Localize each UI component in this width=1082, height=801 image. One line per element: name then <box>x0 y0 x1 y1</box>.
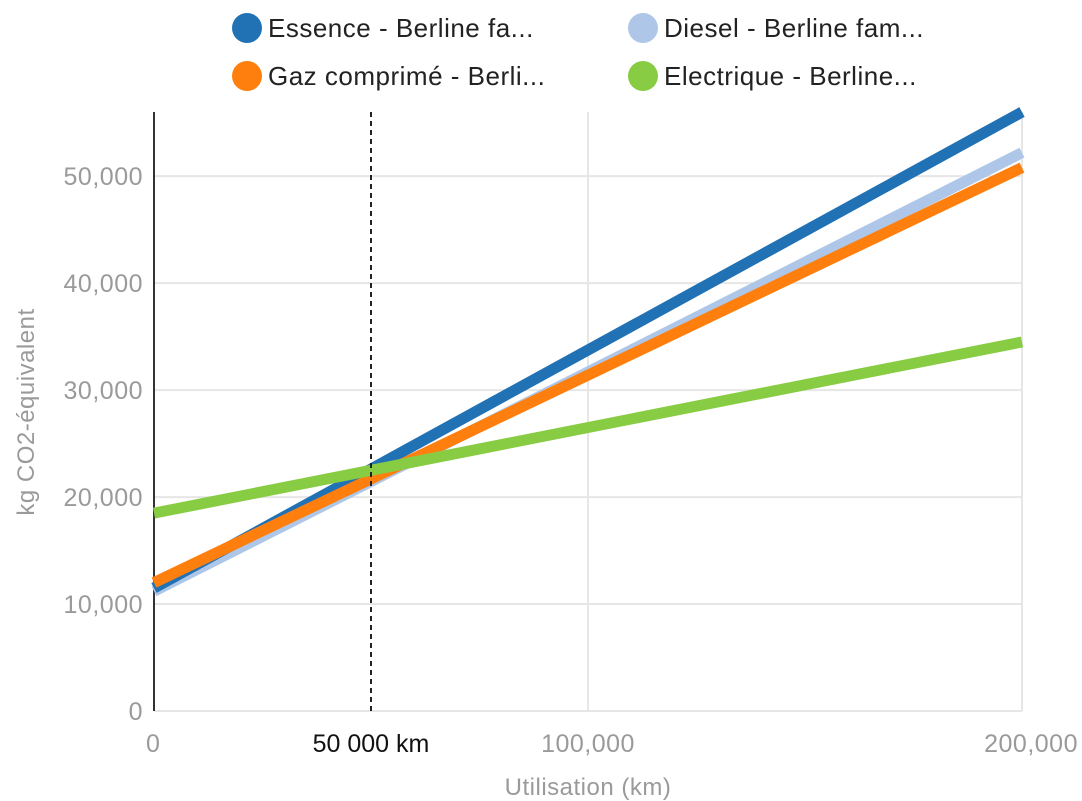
x-axis-title: Utilisation (km) <box>505 774 672 801</box>
y-tick-label: 10,000 <box>64 591 143 619</box>
y-tick-label: 50,000 <box>64 163 143 191</box>
y-tick-label: 40,000 <box>64 270 143 298</box>
x-tick-label: 200,000 <box>984 730 1078 758</box>
legend-label-essence: Essence - Berline fa... <box>268 12 534 43</box>
legend: Essence - Berline fa... Diesel - Berline… <box>232 8 992 98</box>
y-tick-label: 0 <box>129 698 143 726</box>
y-tick-labels: 0 10,000 20,000 30,000 40,000 50,000 <box>64 163 143 726</box>
grid <box>154 112 1023 712</box>
y-axis-title: kg CO2-équivalent <box>13 308 40 515</box>
x-tick-label: 100,000 <box>541 730 635 758</box>
series-line-electrique <box>152 336 1024 519</box>
legend-label-electrique: Electrique - Berline... <box>664 60 917 91</box>
series-layer <box>151 107 1025 597</box>
legend-dot-essence <box>232 13 262 43</box>
legend-dot-diesel <box>628 13 658 43</box>
legend-item-gaz[interactable]: Gaz comprimé - Berli... <box>232 56 545 96</box>
legend-item-essence[interactable]: Essence - Berline fa... <box>232 8 534 48</box>
legend-item-electrique[interactable]: Electrique - Berline... <box>628 56 917 96</box>
legend-dot-gaz <box>232 61 262 91</box>
y-tick-label: 20,000 <box>64 484 143 512</box>
legend-label-gaz: Gaz comprimé - Berli... <box>268 60 546 91</box>
y-tick-label: 30,000 <box>64 377 143 405</box>
x-tick-labels: 0 100,000 200,000 <box>146 730 1078 758</box>
legend-dot-electrique <box>628 61 658 91</box>
annotation-label: 50 000 km <box>313 730 430 758</box>
series-line-gaz <box>151 162 1025 588</box>
legend-label-diesel: Diesel - Berline fam... <box>664 12 925 43</box>
legend-item-diesel[interactable]: Diesel - Berline fam... <box>628 8 924 48</box>
x-tick-label: 0 <box>146 730 160 758</box>
